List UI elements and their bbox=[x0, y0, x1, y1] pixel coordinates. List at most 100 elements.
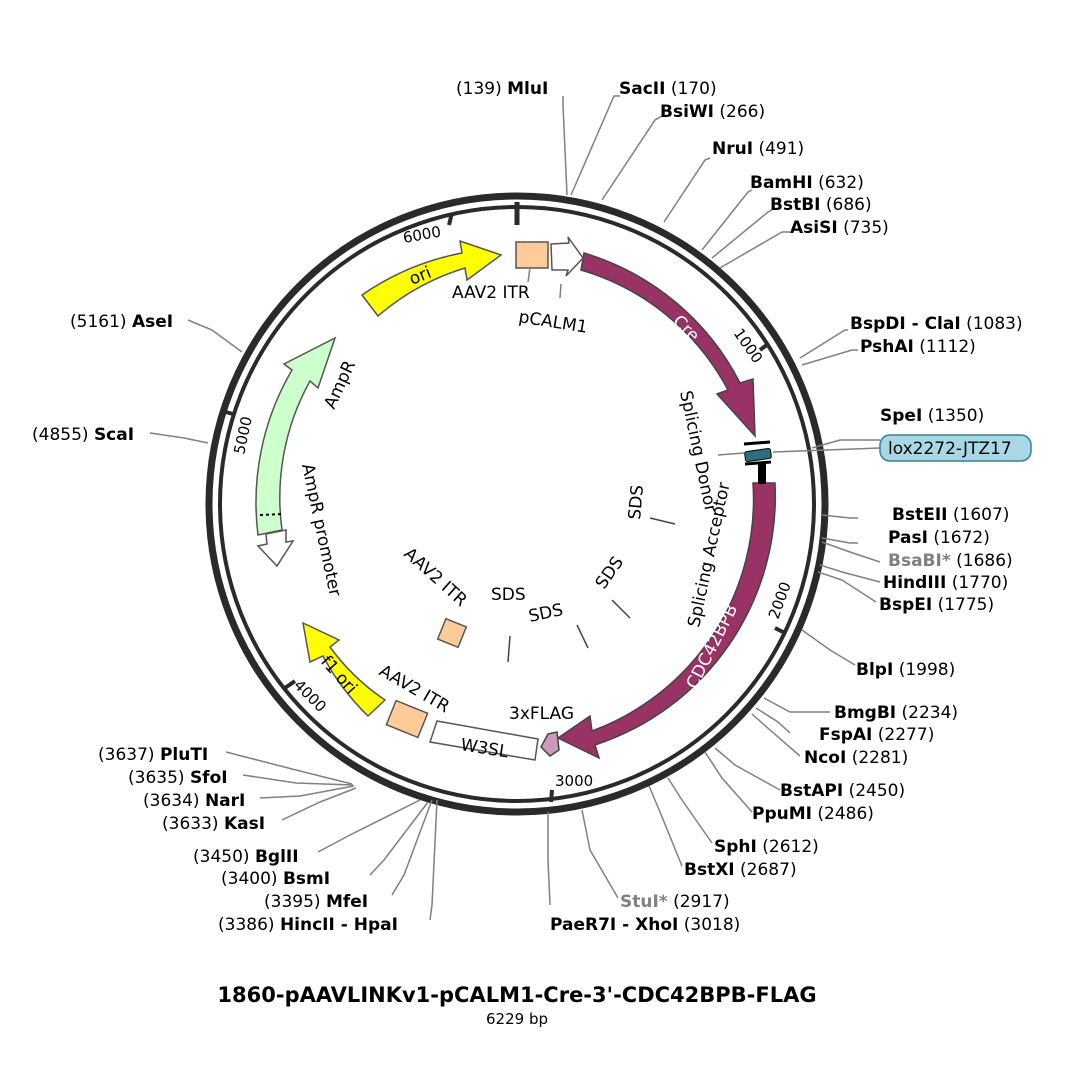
enzyme-AseI-pos: (5161) bbox=[70, 312, 127, 332]
enzyme-HindIII[interactable]: HindIII (1770) bbox=[883, 573, 1008, 593]
feature-aav2-itr-top-box[interactable] bbox=[515, 241, 549, 269]
enzyme-PshAI[interactable]: PshAI (1112) bbox=[860, 337, 976, 357]
enzyme-NruI[interactable]: NruI (491) bbox=[712, 139, 804, 159]
tick-6000 bbox=[447, 212, 454, 226]
lox-marker-bar-top bbox=[743, 440, 771, 446]
enzyme-SacII[interactable]: SacII (170) bbox=[619, 79, 717, 99]
enzyme-BlpI-pos: (1998) bbox=[899, 660, 956, 680]
enzyme-AseI-name: AseI bbox=[132, 312, 173, 332]
enzyme-HincII-HpaI-pos: (3386) bbox=[218, 915, 275, 935]
enzyme-BglII[interactable]: (3450) BglII bbox=[193, 847, 299, 867]
feature-ampr-promoter-arrow[interactable] bbox=[256, 529, 295, 568]
plasmid-title: 1860-pAAVLINKv1-pCALM1-Cre-3'-CDC42BPB-F… bbox=[217, 983, 816, 1007]
enzyme-BstXI[interactable]: BstXI (2687) bbox=[684, 860, 797, 880]
feature-flag-arrow[interactable] bbox=[540, 731, 560, 757]
enzyme-SfoI[interactable]: (3635) SfoI bbox=[128, 768, 228, 788]
enzyme-SphI[interactable]: SphI (2612) bbox=[714, 837, 819, 857]
feature-w3sl-arrow[interactable] bbox=[429, 720, 539, 761]
enzyme-BspDI-ClaI-pos: (1083) bbox=[966, 314, 1023, 334]
enzyme-BstEII[interactable]: BstEII (1607) bbox=[892, 505, 1009, 525]
enzyme-PaeR7I-XhoI[interactable]: PaeR7I - XhoI (3018) bbox=[550, 915, 740, 935]
feature-sds2-label: SDS bbox=[592, 553, 628, 593]
enzyme-MfeI-pos: (3395) bbox=[264, 892, 321, 912]
enzyme-NcoI-name: NcoI bbox=[804, 748, 846, 768]
enzyme-KasI-pos: (3633) bbox=[162, 814, 219, 834]
feature-aav2-itr-top-leader bbox=[527, 267, 531, 283]
feature-sds1-label: SDS bbox=[625, 484, 648, 520]
enzyme-HindIII-name: HindIII bbox=[883, 573, 946, 593]
feature-ori-arrow[interactable] bbox=[360, 239, 503, 318]
enzyme-BstAPI[interactable]: BstAPI (2450) bbox=[780, 781, 905, 801]
feature-aav2-itr-inner-box[interactable] bbox=[436, 617, 468, 649]
enzyme-HincII-HpaI[interactable]: (3386) HincII - HpaI bbox=[218, 915, 398, 935]
enzyme-AseI[interactable]: (5161) AseI bbox=[70, 312, 173, 332]
enzyme-SphI-name: SphI bbox=[714, 837, 757, 857]
feature-pcalm1-leader bbox=[559, 283, 562, 299]
enzyme-ScaI-name: ScaI bbox=[94, 425, 134, 445]
enzyme-NarI-pos: (3634) bbox=[143, 791, 200, 811]
enzyme-MluI-name: MluI bbox=[507, 79, 548, 99]
enzyme-StuI[interactable]: StuI* (2917) bbox=[620, 892, 730, 912]
enzyme-NarI[interactable]: (3634) NarI bbox=[143, 791, 245, 811]
enzyme-BsaBI[interactable]: BsaBI* (1686) bbox=[888, 551, 1013, 571]
enzyme-BlpI[interactable]: BlpI (1998) bbox=[856, 660, 955, 680]
enzyme-MluI[interactable]: (139) MluI bbox=[456, 79, 548, 99]
enzyme-SfoI-pos: (3635) bbox=[128, 768, 185, 788]
enzyme-BmgBI[interactable]: BmgBI (2234) bbox=[834, 703, 958, 723]
enzyme-ScaI[interactable]: (4855) ScaI bbox=[32, 425, 134, 445]
enzyme-BstBI[interactable]: BstBI (686) bbox=[770, 195, 872, 215]
enzyme-BsiWI-name: BsiWI bbox=[660, 102, 714, 122]
feature-pcalm1-arrow[interactable] bbox=[550, 236, 584, 277]
enzyme-BamHI[interactable]: BamHI (632) bbox=[750, 173, 864, 193]
enzyme-PasI[interactable]: PasI (1672) bbox=[888, 528, 990, 548]
scale-ticks bbox=[221, 212, 784, 803]
enzyme-SacII-pos: (170) bbox=[671, 79, 717, 99]
enzyme-BspEI[interactable]: BspEI (1775) bbox=[879, 595, 994, 615]
feature-aav2-itr-bottom-box[interactable] bbox=[385, 699, 429, 739]
feature-ampr-arrow[interactable] bbox=[255, 336, 337, 536]
enzyme-FspAI[interactable]: FspAI (2277) bbox=[819, 725, 934, 745]
enzyme-SpeI-name: SpeI bbox=[880, 406, 922, 426]
enzyme-SfoI-name: SfoI bbox=[190, 768, 228, 788]
enzyme-BsiWI[interactable]: BsiWI (266) bbox=[660, 102, 765, 122]
feature-aav2-itr-top-label: AAV2 ITR bbox=[452, 283, 530, 303]
enzyme-BglII-pos: (3450) bbox=[193, 847, 250, 867]
enzyme-BsaBI-pos: (1686) bbox=[956, 551, 1013, 571]
enzyme-PpuMI[interactable]: PpuMI (2486) bbox=[752, 804, 874, 824]
enzyme-PshAI-pos: (1112) bbox=[919, 337, 976, 357]
feature-cdc42bpb-arrow[interactable] bbox=[556, 482, 777, 760]
enzyme-BglII-name: BglII bbox=[255, 847, 299, 867]
enzyme-BsmI-name: BsmI bbox=[283, 869, 330, 889]
enzyme-AsiSI-name: AsiSI bbox=[790, 218, 838, 238]
feature-sds3-mark bbox=[576, 624, 589, 649]
lox-marker bbox=[743, 440, 881, 466]
tick-4000 bbox=[283, 679, 297, 690]
enzyme-PaeR7I-XhoI-pos: (3018) bbox=[684, 915, 741, 935]
plasmid-length: 6229 bp bbox=[486, 1010, 548, 1028]
enzyme-StuI-name: StuI* bbox=[620, 892, 668, 912]
enzyme-BstXI-name: BstXI bbox=[684, 860, 735, 880]
enzyme-KasI[interactable]: (3633) KasI bbox=[162, 814, 265, 834]
enzyme-BsiWI-pos: (266) bbox=[719, 102, 765, 122]
enzyme-BspDI-ClaI[interactable]: BspDI - ClaI (1083) bbox=[850, 314, 1023, 334]
enzyme-BsmI-pos: (3400) bbox=[221, 869, 278, 889]
enzyme-BstBI-pos: (686) bbox=[826, 195, 872, 215]
backbone-outer bbox=[205, 192, 829, 816]
feature-sds4-mark bbox=[507, 635, 511, 663]
enzyme-HindIII-pos: (1770) bbox=[952, 573, 1009, 593]
enzyme-AsiSI[interactable]: AsiSI (735) bbox=[790, 218, 889, 238]
enzyme-PluTI[interactable]: (3637) PluTI bbox=[98, 745, 208, 765]
feature-pcalm1-label: pCALM1 bbox=[517, 307, 589, 338]
enzyme-BspEI-pos: (1775) bbox=[938, 595, 995, 615]
enzyme-BspDI-ClaI-name: BspDI - ClaI bbox=[850, 314, 961, 334]
lox-label-box[interactable] bbox=[879, 434, 1032, 462]
enzyme-SpeI[interactable]: SpeI (1350) bbox=[880, 406, 984, 426]
tick-2000 bbox=[774, 626, 784, 634]
enzyme-MfeI[interactable]: (3395) MfeI bbox=[264, 892, 368, 912]
enzyme-NcoI[interactable]: NcoI (2281) bbox=[804, 748, 908, 768]
enzyme-StuI-pos: (2917) bbox=[673, 892, 730, 912]
enzyme-PaeR7I-XhoI-name: PaeR7I - XhoI bbox=[550, 915, 678, 935]
feature-f1ori-arrow[interactable] bbox=[302, 621, 387, 718]
enzyme-BsmI[interactable]: (3400) BsmI bbox=[221, 869, 330, 889]
feature-cre-arrow[interactable] bbox=[580, 252, 756, 439]
